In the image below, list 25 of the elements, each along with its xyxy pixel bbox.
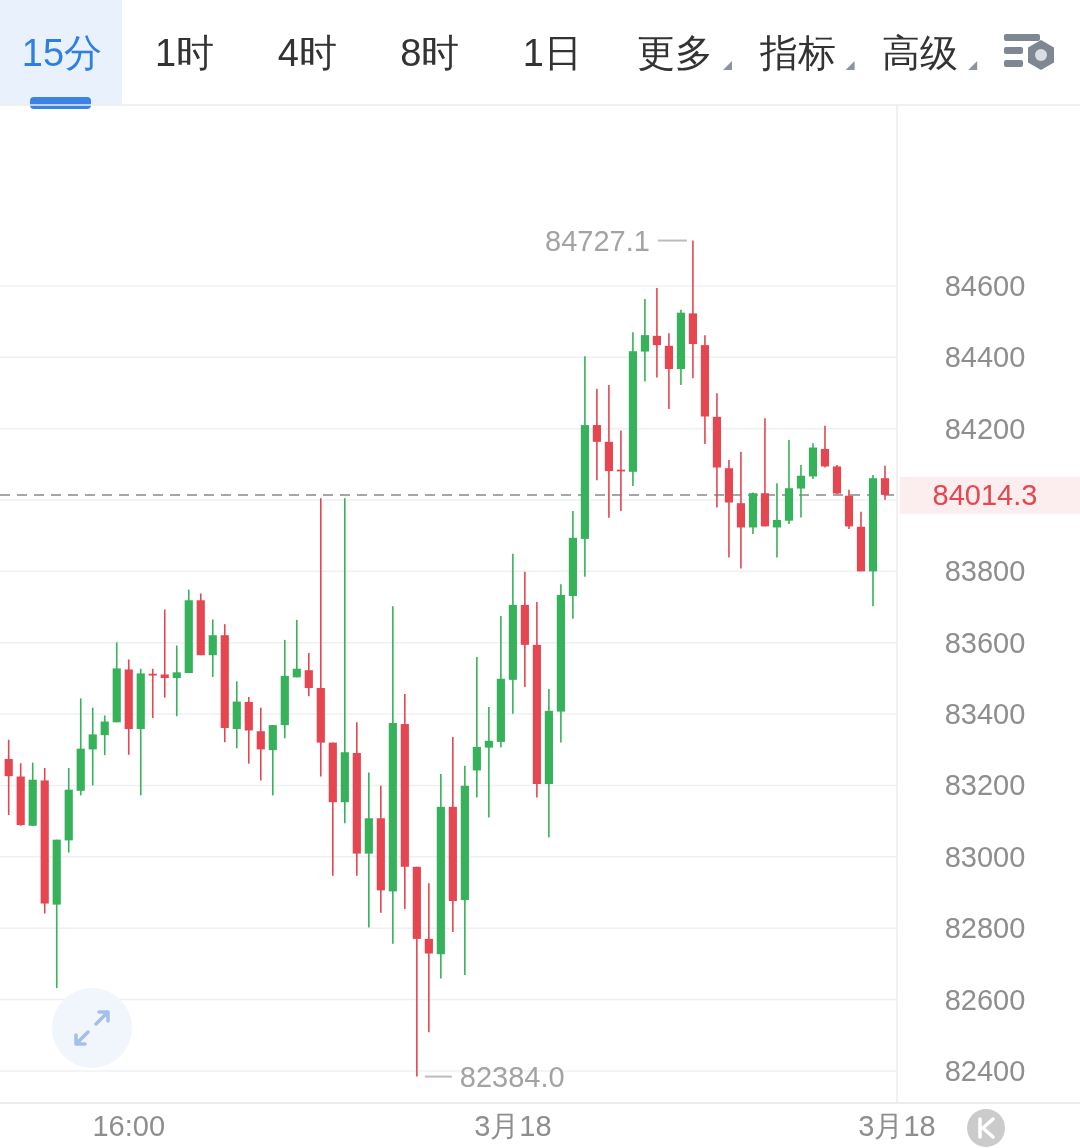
y-tick-label: 84200: [944, 412, 1026, 445]
tab-label: 8时: [400, 32, 460, 74]
y-tick-label: 83400: [944, 698, 1026, 731]
ref-label: 84014.3: [932, 478, 1038, 511]
tab-label: 4时: [277, 32, 337, 74]
tab-label: 15分: [21, 32, 103, 74]
y-tick-label: 83000: [944, 840, 1026, 873]
tab-label: 1时: [155, 32, 215, 74]
x-tick-label: 3月18: [474, 1110, 552, 1142]
y-tick-label: 82800: [944, 912, 1026, 945]
y-tick-label: 83200: [944, 769, 1026, 802]
note-label: 84727.1: [545, 224, 650, 257]
y-tick-label: 84600: [944, 269, 1026, 302]
tab-label: 指标: [759, 32, 836, 74]
note-label: 82384.0: [459, 1060, 565, 1093]
y-tick-label: 84400: [944, 341, 1026, 374]
tab-label: 高级: [882, 32, 959, 74]
y-tick-label: 82400: [944, 1054, 1026, 1087]
tab-label: 1日: [522, 32, 582, 74]
x-tick-label: 16:00: [92, 1110, 166, 1142]
tab-label: 更多: [637, 32, 713, 74]
y-tick-label: 83600: [944, 626, 1026, 659]
y-tick-label: 82600: [944, 983, 1026, 1016]
x-tick-label: 3月18: [858, 1110, 936, 1142]
y-tick-label: 83800: [944, 555, 1026, 588]
